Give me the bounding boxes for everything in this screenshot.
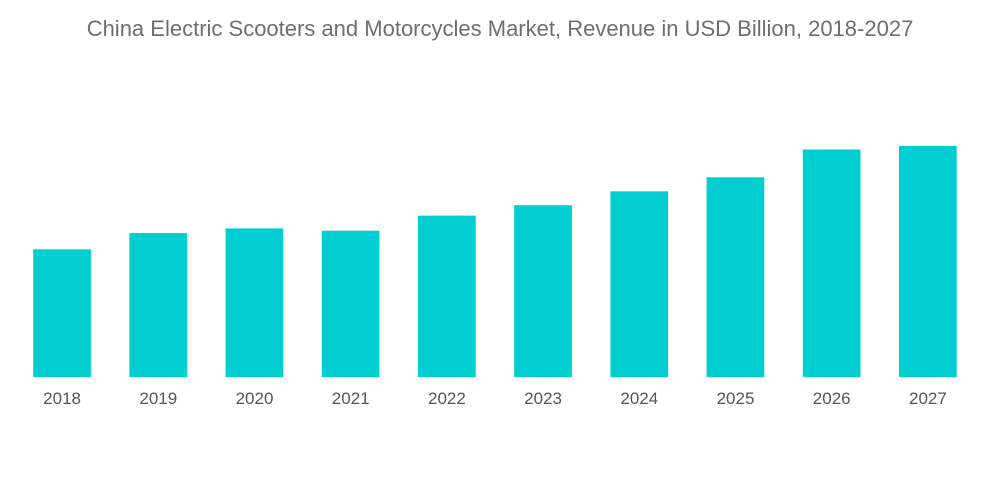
bar-2027 [899,146,957,377]
chart-title: China Electric Scooters and Motorcycles … [86,16,914,41]
bar-2021 [321,230,380,377]
bar-2025 [706,177,765,377]
x-tick-label-2019: 2019 [139,389,177,408]
x-tick-label-2023: 2023 [524,389,562,408]
x-tick-label-2025: 2025 [717,389,755,408]
bar-2020 [225,228,284,377]
bars-group [33,146,957,377]
x-tick-label-2026: 2026 [813,389,851,408]
x-tick-label-2018: 2018 [43,389,81,408]
bar-2019 [129,233,188,377]
x-tick-label-2024: 2024 [620,389,658,408]
bar-2026 [802,149,861,377]
x-tick-label-2027: 2027 [909,389,947,408]
bar-2022 [418,215,476,377]
x-tick-labels-group: 2018 2019 2020 2021 2022 2023 2024 2025 2026 2027 [43,389,947,408]
bar-2024 [610,191,669,377]
bar-2023 [514,205,572,377]
x-tick-label-2022: 2022 [428,389,466,408]
bar-2018 [33,249,91,377]
x-tick-label-2020: 2020 [236,389,274,408]
x-tick-label-2021: 2021 [332,389,370,408]
